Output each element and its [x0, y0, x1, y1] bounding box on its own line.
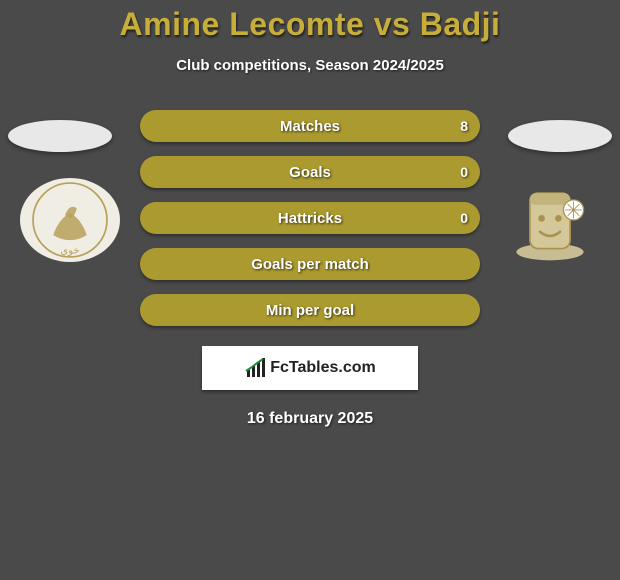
club-a-badge: خوي [20, 178, 120, 262]
club-b-icon [500, 178, 600, 262]
fctables-logo[interactable]: FcTables.com [202, 346, 418, 390]
stats-bars: Matches8Goals0Hattricks0Goals per matchM… [140, 110, 480, 326]
stat-bar-label: Hattricks [140, 202, 480, 234]
stat-bar-value-right: 8 [448, 110, 480, 142]
stat-bar-label: Matches [140, 110, 480, 142]
page-title: Amine Lecomte vs Badji [0, 6, 620, 43]
title-player-a: Amine Lecomte vs Badji [120, 6, 501, 42]
stat-bar-value-right: 0 [448, 156, 480, 188]
logo-text: FcTables.com [270, 359, 376, 377]
player-a-avatar-placeholder [8, 120, 112, 152]
stat-bar-label: Min per goal [140, 294, 480, 326]
subtitle: Club competitions, Season 2024/2025 [0, 57, 620, 74]
date-text: 16 february 2025 [0, 410, 620, 428]
player-b-avatar-placeholder [508, 120, 612, 152]
club-b-badge [500, 178, 600, 262]
stat-bar-label: Goals [140, 156, 480, 188]
stat-bar: Hattricks0 [140, 202, 480, 234]
content-area: Amine Lecomte vs Badji Club competitions… [0, 0, 620, 580]
chart-icon [244, 356, 268, 380]
stat-bar: Goals0 [140, 156, 480, 188]
stat-bar-value-right: 0 [448, 202, 480, 234]
svg-text:خوي: خوي [60, 246, 79, 257]
stat-bar: Min per goal [140, 294, 480, 326]
stat-bar: Matches8 [140, 110, 480, 142]
stat-bar-label: Goals per match [140, 248, 480, 280]
club-a-icon: خوي [20, 178, 120, 262]
stat-bar: Goals per match [140, 248, 480, 280]
